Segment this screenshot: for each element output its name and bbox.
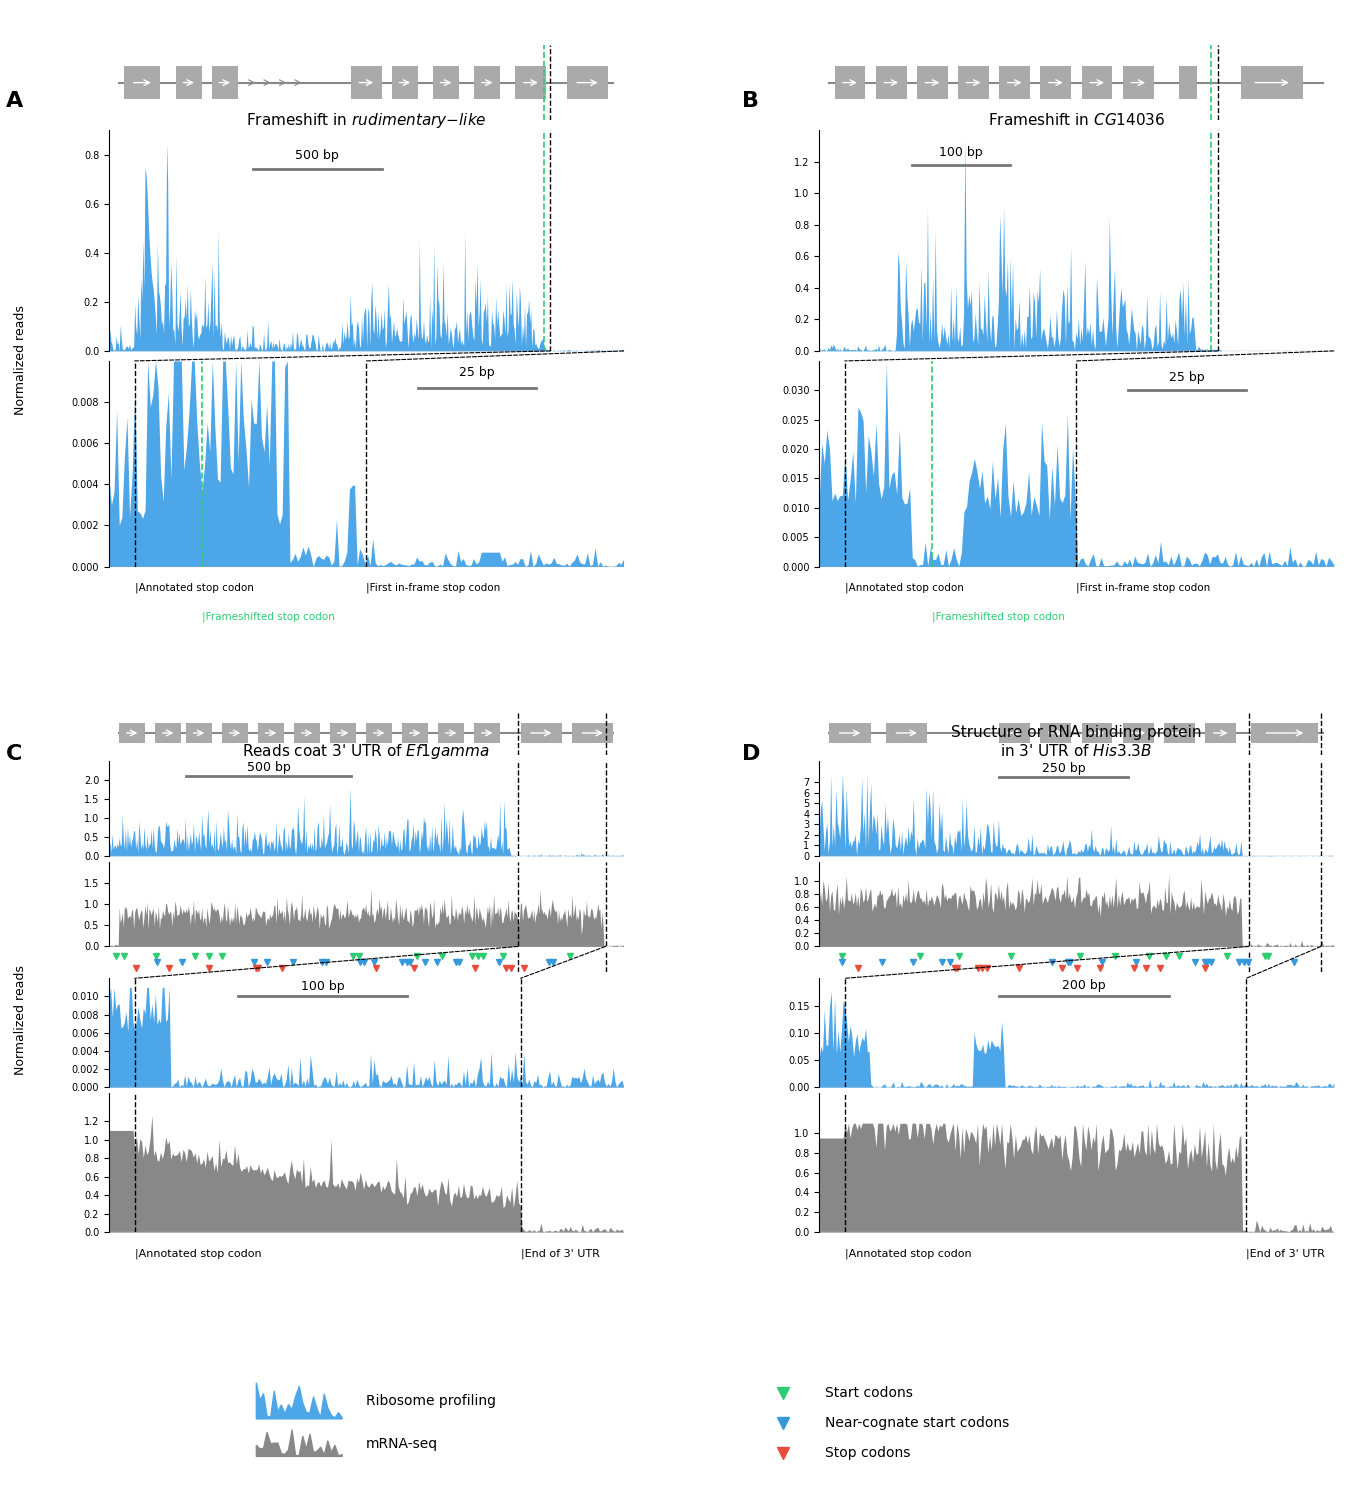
FancyBboxPatch shape bbox=[1180, 66, 1198, 99]
FancyBboxPatch shape bbox=[403, 723, 427, 742]
FancyBboxPatch shape bbox=[366, 723, 392, 742]
Text: 25 bp: 25 bp bbox=[1169, 372, 1204, 384]
Text: |First in-frame stop codon: |First in-frame stop codon bbox=[366, 584, 501, 594]
FancyBboxPatch shape bbox=[1204, 723, 1236, 742]
Text: Ribosome profiling: Ribosome profiling bbox=[366, 1395, 497, 1408]
Title: Reads coat 3' UTR of $\it{Ef1gamma}$: Reads coat 3' UTR of $\it{Ef1gamma}$ bbox=[242, 742, 490, 760]
FancyBboxPatch shape bbox=[917, 66, 947, 99]
Text: D: D bbox=[742, 744, 761, 765]
Text: 25 bp: 25 bp bbox=[459, 366, 494, 380]
Text: |First in-frame stop codon: |First in-frame stop codon bbox=[1077, 584, 1211, 594]
FancyBboxPatch shape bbox=[521, 723, 562, 742]
Text: C: C bbox=[5, 744, 22, 765]
Text: Normalized reads: Normalized reads bbox=[14, 964, 27, 1076]
FancyBboxPatch shape bbox=[212, 66, 238, 99]
Text: Near-cognate start codons: Near-cognate start codons bbox=[825, 1416, 1010, 1430]
Text: |End of 3' UTR: |End of 3' UTR bbox=[1247, 1248, 1326, 1258]
FancyBboxPatch shape bbox=[222, 723, 248, 742]
FancyBboxPatch shape bbox=[474, 723, 499, 742]
Text: |Annotated stop codon: |Annotated stop codon bbox=[845, 1248, 972, 1258]
FancyBboxPatch shape bbox=[1082, 723, 1112, 742]
FancyBboxPatch shape bbox=[516, 66, 546, 99]
FancyBboxPatch shape bbox=[124, 66, 161, 99]
FancyBboxPatch shape bbox=[438, 723, 464, 742]
Text: 200 bp: 200 bp bbox=[1063, 980, 1106, 993]
Title: Frameshift in $\it{CG14036}$: Frameshift in $\it{CG14036}$ bbox=[988, 111, 1165, 128]
Text: 500 bp: 500 bp bbox=[295, 148, 339, 162]
Text: Stop codons: Stop codons bbox=[825, 1446, 911, 1460]
Text: 500 bp: 500 bp bbox=[246, 760, 290, 774]
FancyBboxPatch shape bbox=[155, 723, 181, 742]
Text: mRNA-seq: mRNA-seq bbox=[366, 1437, 438, 1450]
FancyBboxPatch shape bbox=[1241, 66, 1302, 99]
FancyBboxPatch shape bbox=[886, 723, 927, 742]
FancyBboxPatch shape bbox=[834, 66, 866, 99]
Text: |Annotated stop codon: |Annotated stop codon bbox=[135, 584, 253, 594]
Text: |Annotated stop codon: |Annotated stop codon bbox=[845, 584, 964, 594]
FancyBboxPatch shape bbox=[958, 66, 989, 99]
FancyBboxPatch shape bbox=[1040, 723, 1071, 742]
Text: |Annotated stop codon: |Annotated stop codon bbox=[135, 1248, 261, 1258]
FancyBboxPatch shape bbox=[572, 723, 614, 742]
FancyBboxPatch shape bbox=[474, 66, 499, 99]
Text: Start codons: Start codons bbox=[825, 1386, 913, 1400]
FancyBboxPatch shape bbox=[351, 66, 381, 99]
Text: |Frameshifted stop codon: |Frameshifted stop codon bbox=[201, 612, 335, 622]
FancyBboxPatch shape bbox=[1123, 66, 1154, 99]
Text: |End of 3' UTR: |End of 3' UTR bbox=[521, 1248, 599, 1258]
FancyBboxPatch shape bbox=[259, 723, 284, 742]
FancyBboxPatch shape bbox=[186, 723, 212, 742]
Text: 100 bp: 100 bp bbox=[301, 980, 344, 993]
Text: Normalized reads: Normalized reads bbox=[14, 304, 27, 416]
FancyBboxPatch shape bbox=[1123, 723, 1154, 742]
FancyBboxPatch shape bbox=[294, 723, 320, 742]
FancyBboxPatch shape bbox=[331, 723, 357, 742]
Title: Frameshift in $\it{rudimentary}$$\it{-like}$: Frameshift in $\it{rudimentary}$$\it{-li… bbox=[246, 111, 486, 129]
FancyBboxPatch shape bbox=[999, 723, 1030, 742]
FancyBboxPatch shape bbox=[433, 66, 459, 99]
FancyBboxPatch shape bbox=[568, 66, 608, 99]
Text: 250 bp: 250 bp bbox=[1041, 762, 1085, 776]
FancyBboxPatch shape bbox=[176, 66, 201, 99]
FancyBboxPatch shape bbox=[829, 723, 871, 742]
Text: |Frameshifted stop codon: |Frameshifted stop codon bbox=[932, 612, 1066, 622]
Text: A: A bbox=[5, 90, 23, 111]
FancyBboxPatch shape bbox=[392, 66, 418, 99]
Title: Structure or RNA binding protein
in 3' UTR of $\it{His3.3B}$: Structure or RNA binding protein in 3' U… bbox=[951, 724, 1202, 759]
FancyBboxPatch shape bbox=[1040, 66, 1071, 99]
Text: B: B bbox=[742, 90, 759, 111]
FancyBboxPatch shape bbox=[875, 66, 906, 99]
FancyBboxPatch shape bbox=[999, 66, 1030, 99]
FancyBboxPatch shape bbox=[1164, 723, 1195, 742]
Text: 100 bp: 100 bp bbox=[939, 146, 983, 159]
FancyBboxPatch shape bbox=[1082, 66, 1112, 99]
FancyBboxPatch shape bbox=[1251, 723, 1319, 742]
FancyBboxPatch shape bbox=[120, 723, 144, 742]
